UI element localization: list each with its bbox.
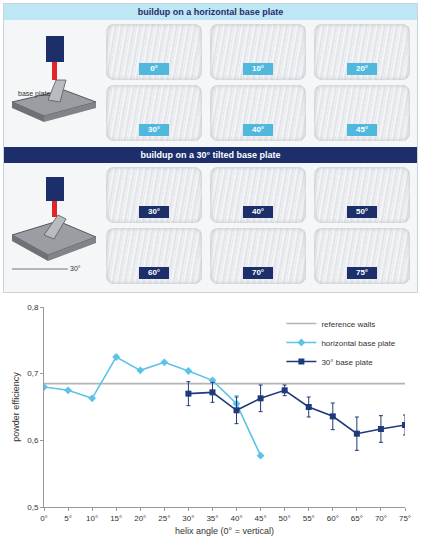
svg-text:0,7: 0,7 [27,369,39,378]
svg-text:70°: 70° [375,514,387,523]
svg-text:0,6: 0,6 [27,436,39,445]
svg-text:40°: 40° [230,514,242,523]
svg-text:30°: 30° [70,265,81,272]
html-text:buildup on a horizontal base p: buildup on a horizontal base plate [137,7,284,17]
svg-text:60°: 60° [327,514,339,523]
html-text:70°: 70° [251,268,264,277]
html-text:0°: 0° [150,64,158,73]
svg-text:75°: 75° [399,514,411,523]
html-text:buildup on a 30° tilted base p: buildup on a 30° tilted base plate [140,150,281,160]
html-text:20°: 20° [355,64,368,73]
html-text:50°: 50° [355,207,368,216]
html-text:30°: 30° [147,207,160,216]
svg-text:5°: 5° [64,514,72,523]
svg-text:helix angle (0° = vertical): helix angle (0° = vertical) [175,526,274,536]
html-text:75°: 75° [355,268,368,277]
html-text:45°: 45° [355,125,368,134]
html-text:40°: 40° [251,125,264,134]
svg-text:10°: 10° [86,514,98,523]
svg-text:25°: 25° [158,514,170,523]
svg-text:45°: 45° [255,514,267,523]
svg-text:30°: 30° [182,514,194,523]
html-text:60°: 60° [147,268,160,277]
svg-text:reference walls: reference walls [321,320,375,329]
html-text:30°: 30° [147,125,160,134]
svg-text:horizontal base plate: horizontal base plate [321,339,395,348]
html-text:40°: 40° [251,207,264,216]
svg-text:50°: 50° [279,514,291,523]
svg-text:15°: 15° [110,514,122,523]
svg-text:20°: 20° [134,514,146,523]
svg-text:65°: 65° [351,514,363,523]
svg-text:30° base plate: 30° base plate [321,358,373,367]
html-text:10°: 10° [251,64,264,73]
svg-text:powder efficiency: powder efficiency [11,372,21,442]
svg-text:base plate: base plate [18,90,50,98]
svg-text:35°: 35° [206,514,218,523]
svg-text:55°: 55° [303,514,315,523]
svg-text:0°: 0° [40,514,48,523]
svg-text:0,8: 0,8 [27,303,39,312]
svg-text:0,5: 0,5 [27,503,39,512]
